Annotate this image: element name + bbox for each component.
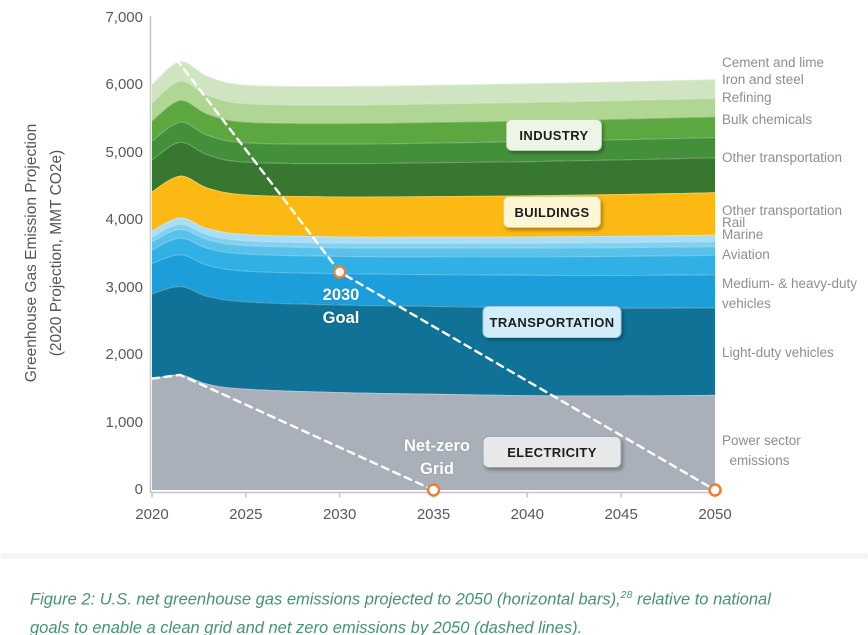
footnote-ref: 28 — [620, 589, 633, 601]
x-tick-label-2020: 2020 — [135, 506, 169, 523]
side-label-other-transportation: Other transportation — [722, 203, 843, 218]
area-cement-and-lime — [152, 61, 715, 105]
goal-marker-2035 — [426, 483, 441, 497]
image-bottom-edge — [0, 553, 868, 559]
x-tick-label-2040: 2040 — [510, 506, 545, 523]
side-label-aviation: Aviation — [722, 247, 770, 262]
y-tick-label-3000: 3,000 — [105, 278, 143, 296]
y-tick-label-6000: 6,000 — [105, 76, 143, 93]
area-medium-heavy-duty-vehicles — [152, 254, 715, 308]
area-top-highlight — [151, 60, 716, 88]
side-label-iron-and-steel: Iron and steel — [722, 72, 804, 87]
side-label-rail: Rail — [722, 215, 746, 230]
side-label-power-sector: Power sector emissions — [722, 433, 801, 468]
x-tick-label-2030: 2030 — [322, 506, 357, 523]
y-tick-label-0: 0 — [134, 481, 143, 498]
side-label-refining: Refining — [722, 90, 772, 105]
x-tick-label-2025: 2025 — [229, 506, 263, 523]
y-tick-label-4000: 4,000 — [105, 211, 143, 228]
sector-box-buildings: BUILDINGS — [503, 196, 601, 228]
side-label-other-transportation: Other transportation — [722, 150, 843, 165]
goal-marker-2030 — [332, 265, 347, 279]
sector-box-electricity: ELECTRICITY — [482, 436, 622, 468]
y-axis-title: Greenhouse Gas Emission Projection (2020… — [23, 123, 65, 383]
x-tick-label-2050: 2050 — [698, 506, 732, 523]
net-zero-grid-goal-dashed-line — [150, 373, 435, 492]
side-label-bulk-chemicals: Bulk chemicals — [722, 112, 813, 127]
area-other-transportation-industry- — [152, 141, 715, 197]
area-other-transportation — [152, 217, 715, 243]
side-label-medium-heavy-duty: Medium- & heavy-duty vehicles — [722, 276, 858, 311]
y-tick-label-7000: 7,000 — [105, 8, 143, 26]
figure-caption: Figure 2: U.S. net greenhouse gas emissi… — [30, 581, 842, 635]
y-tick-label-1000: 1,000 — [105, 413, 143, 431]
area-marine — [152, 228, 715, 257]
side-label-light-duty-vehicles: Light-duty vehicles — [722, 345, 834, 360]
area-iron-and-steel — [152, 80, 715, 124]
sector-box-industry: INDUSTRY — [506, 119, 602, 151]
caption-line-1: Figure 2: U.S. net greenhouse gas emissi… — [30, 589, 771, 609]
annotation-goal-2030: 2030 Goal — [322, 286, 360, 327]
x-tick-label-2035: 2035 — [416, 506, 451, 523]
sector-box-transportation: TRANSPORTATION — [482, 306, 622, 338]
y-tick-label-2000: 2,000 — [105, 346, 143, 363]
area-bulk-chemicals — [152, 121, 715, 164]
annotation-net-zero-grid: Net-zero Grid — [403, 437, 471, 478]
side-label-cement-and-lime: Cement and lime — [722, 55, 825, 70]
goal-marker-2050 — [708, 483, 722, 497]
y-tick-label-5000: 5,000 — [105, 143, 143, 161]
area-rail — [152, 223, 715, 248]
area-aviation — [152, 237, 715, 276]
side-label-marine: Marine — [722, 227, 764, 242]
x-tick-label-2045: 2045 — [604, 506, 638, 523]
caption-line-2: goals to enable a clean grid and net zer… — [30, 619, 583, 635]
